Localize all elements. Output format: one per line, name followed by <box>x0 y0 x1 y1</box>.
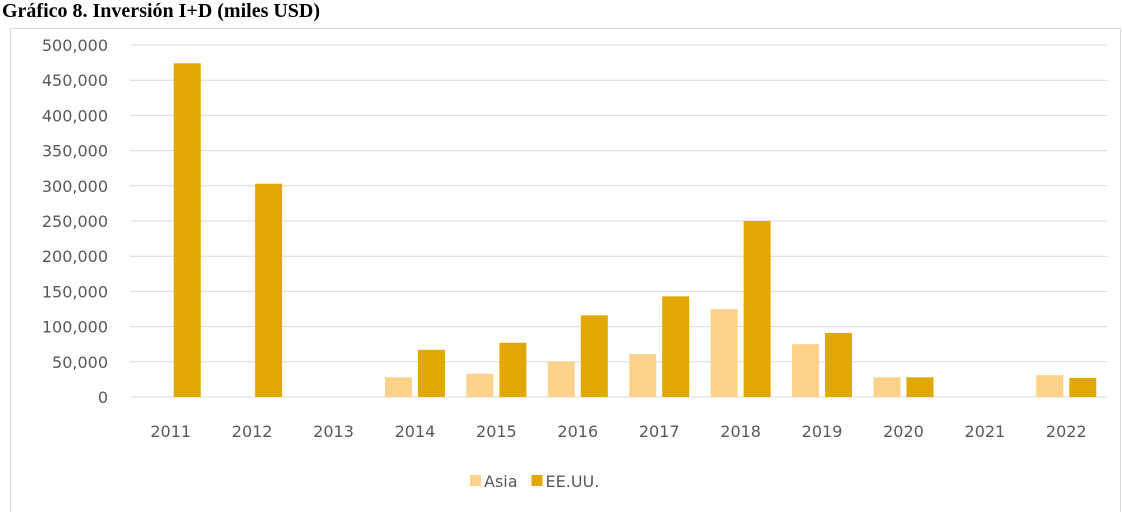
x-tick-label: 2012 <box>232 422 273 441</box>
x-tick-label: 2011 <box>150 422 191 441</box>
y-tick-label: 0 <box>98 388 108 407</box>
bar <box>173 63 201 397</box>
x-tick-label: 2017 <box>639 422 680 441</box>
bar <box>255 183 283 397</box>
x-tick-label: 2019 <box>802 422 843 441</box>
y-tick-label: 300,000 <box>42 177 108 196</box>
legend-label: EE.UU. <box>546 472 600 491</box>
legend-label: Asia <box>484 472 518 491</box>
bar <box>384 377 412 397</box>
y-tick-label: 400,000 <box>42 106 108 125</box>
x-tick-label: 2016 <box>557 422 598 441</box>
x-tick-label: 2015 <box>476 422 517 441</box>
y-tick-label: 350,000 <box>42 142 108 161</box>
y-tick-label: 50,000 <box>52 353 108 372</box>
bar <box>743 221 771 397</box>
y-tick-label: 150,000 <box>42 282 108 301</box>
x-tick-label: 2021 <box>965 422 1006 441</box>
bar <box>580 315 608 397</box>
legend-swatch <box>531 475 543 486</box>
bar <box>825 332 853 397</box>
x-tick-label: 2013 <box>313 422 354 441</box>
x-tick-label: 2020 <box>883 422 924 441</box>
bar <box>873 377 901 397</box>
x-tick-label: 2014 <box>395 422 436 441</box>
x-tick-label: 2022 <box>1046 422 1087 441</box>
bar <box>547 361 575 397</box>
y-tick-label: 200,000 <box>42 247 108 266</box>
chart-title: Gráfico 8. Inversión I+D (miles USD) <box>2 0 320 22</box>
bar <box>629 354 657 397</box>
y-tick-label: 250,000 <box>42 212 108 231</box>
bar <box>466 373 494 397</box>
bar <box>792 344 820 397</box>
y-tick-label: 100,000 <box>42 318 108 337</box>
bar <box>1069 377 1097 397</box>
bar <box>1036 375 1064 397</box>
bar <box>906 377 934 397</box>
bar <box>499 342 527 397</box>
bar <box>710 309 738 397</box>
bar <box>417 349 445 397</box>
x-tick-label: 2018 <box>720 422 761 441</box>
bar <box>662 296 690 397</box>
y-tick-label: 500,000 <box>42 36 108 55</box>
y-tick-label: 450,000 <box>42 71 108 90</box>
legend-swatch <box>470 475 481 486</box>
